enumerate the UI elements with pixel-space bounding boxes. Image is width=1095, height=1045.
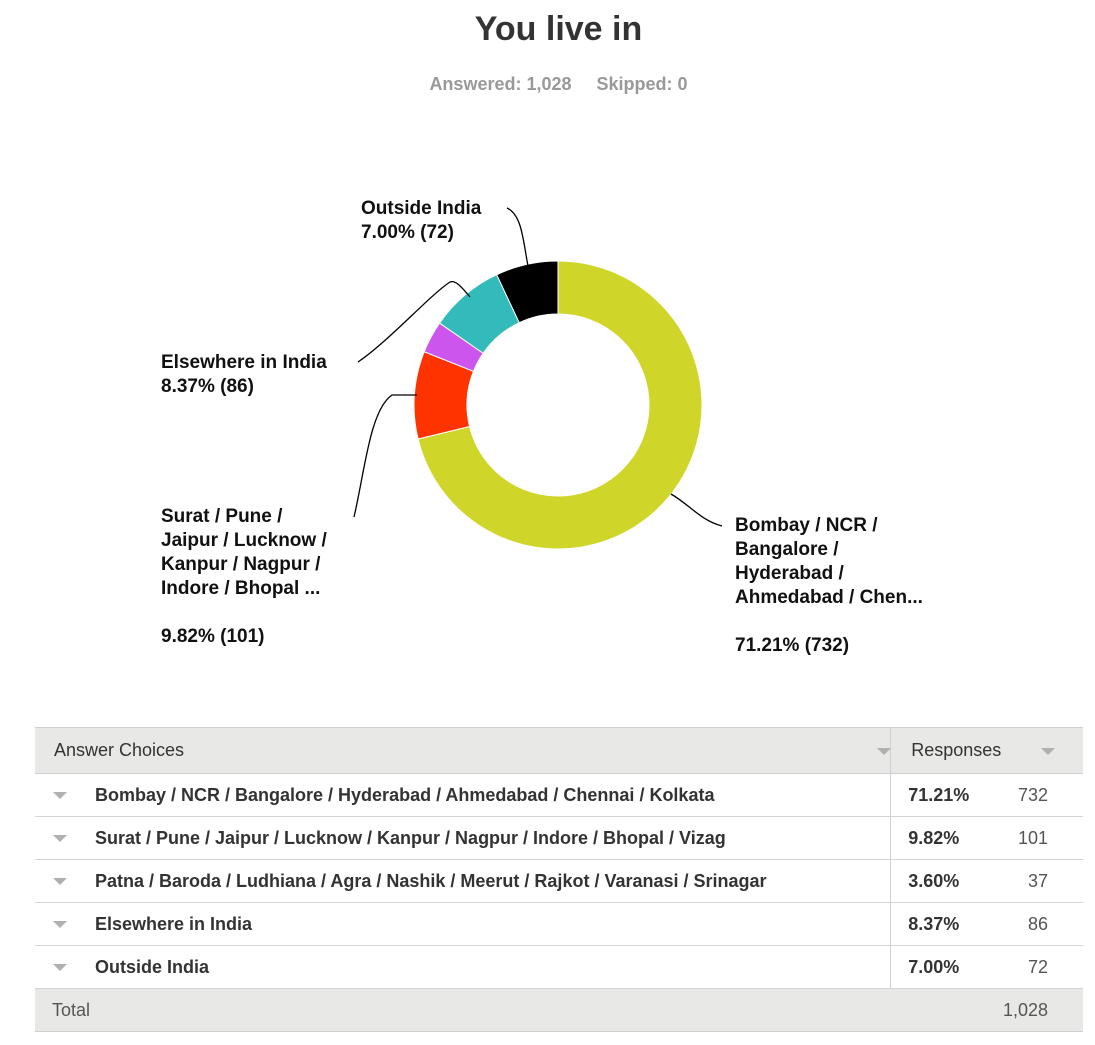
- total-row: Total 1,028: [35, 988, 1083, 1032]
- sort-caret-icon[interactable]: [877, 748, 891, 755]
- total-label: Total: [35, 988, 891, 1032]
- callout-label: Bombay / NCR / Bangalore / Hyderabad / A…: [735, 515, 923, 608]
- sort-caret-icon[interactable]: [1041, 748, 1056, 755]
- table-row: Bombay / NCR / Bangalore / Hyderabad / A…: [35, 773, 1083, 817]
- callout-elsewhere-in-india: Elsewhere in India 8.37% (86): [161, 351, 327, 399]
- choice-label: Surat / Pune / Jaipur / Lucknow / Kanpur…: [95, 816, 891, 860]
- callout-label: Elsewhere in India: [161, 352, 327, 373]
- choice-percent: 71.21%: [890, 773, 989, 817]
- choice-percent: 7.00%: [890, 945, 989, 989]
- answer-choices-header[interactable]: Answer Choices: [35, 727, 891, 774]
- donut-chart: [353, 207, 723, 550]
- leader-line-bombay: [670, 493, 723, 527]
- choice-label: Elsewhere in India: [95, 902, 891, 946]
- table-row: Surat / Pune / Jaipur / Lucknow / Kanpur…: [35, 816, 1083, 860]
- leader-line-surat: [353, 394, 417, 518]
- page-title: You live in: [474, 10, 643, 48]
- callout-value: 7.00% (72): [361, 222, 454, 243]
- response-stats: Answered: 1,028 Skipped: 0: [0, 74, 1095, 95]
- leader-line-outside: [506, 207, 529, 267]
- choice-label: Outside India: [95, 945, 891, 989]
- table-row: Patna / Baroda / Ludhiana / Agra / Nashi…: [35, 859, 1083, 903]
- responses-header[interactable]: Responses: [890, 727, 1083, 774]
- skipped-count: Skipped: 0: [596, 74, 688, 94]
- callout-outside-india: Outside India 7.00% (72): [361, 197, 481, 245]
- choice-count: 72: [988, 945, 1083, 989]
- expand-caret-icon[interactable]: [53, 878, 67, 886]
- choice-percent: 8.37%: [890, 902, 989, 946]
- callout-bombay-ncr: Bombay / NCR / Bangalore / Hyderabad / A…: [735, 514, 923, 658]
- expand-caret-icon[interactable]: [53, 792, 67, 800]
- choice-label: Patna / Baroda / Ludhiana / Agra / Nashi…: [95, 859, 891, 903]
- table-row: Elsewhere in India 8.37% 86: [35, 902, 1083, 946]
- responses-table: Answer Choices Responses Bombay / NCR / …: [35, 727, 1083, 1032]
- choice-count: 86: [988, 902, 1083, 946]
- choice-percent: 9.82%: [890, 816, 989, 860]
- callout-value: 71.21% (732): [735, 635, 850, 656]
- donut-slice-0[interactable]: [417, 260, 703, 550]
- choice-count: 37: [988, 859, 1083, 903]
- choice-percent: 3.60%: [890, 859, 989, 903]
- expand-caret-icon[interactable]: [53, 964, 67, 972]
- total-count: 1,028: [988, 988, 1083, 1032]
- callout-surat-pune: Surat / Pune / Jaipur / Lucknow / Kanpur…: [161, 505, 327, 649]
- answered-count: Answered: 1,028: [429, 74, 572, 94]
- leader-line-elsewhere: [357, 280, 471, 363]
- choice-count: 732: [988, 773, 1083, 817]
- expand-caret-icon[interactable]: [53, 835, 67, 843]
- table-row: Outside India 7.00% 72: [35, 945, 1083, 989]
- expand-caret-icon[interactable]: [53, 921, 67, 929]
- callout-label: Outside India: [361, 198, 482, 219]
- callout-label: Surat / Pune / Jaipur / Lucknow / Kanpur…: [161, 506, 327, 599]
- donut-slice-4[interactable]: [496, 260, 559, 324]
- callout-value: 9.82% (101): [161, 626, 265, 647]
- choice-label: Bombay / NCR / Bangalore / Hyderabad / A…: [95, 773, 891, 817]
- answer-choices-header-label: Answer Choices: [54, 740, 185, 760]
- callout-value: 8.37% (86): [161, 376, 254, 397]
- responses-header-label: Responses: [911, 740, 1002, 760]
- choice-count: 101: [988, 816, 1083, 860]
